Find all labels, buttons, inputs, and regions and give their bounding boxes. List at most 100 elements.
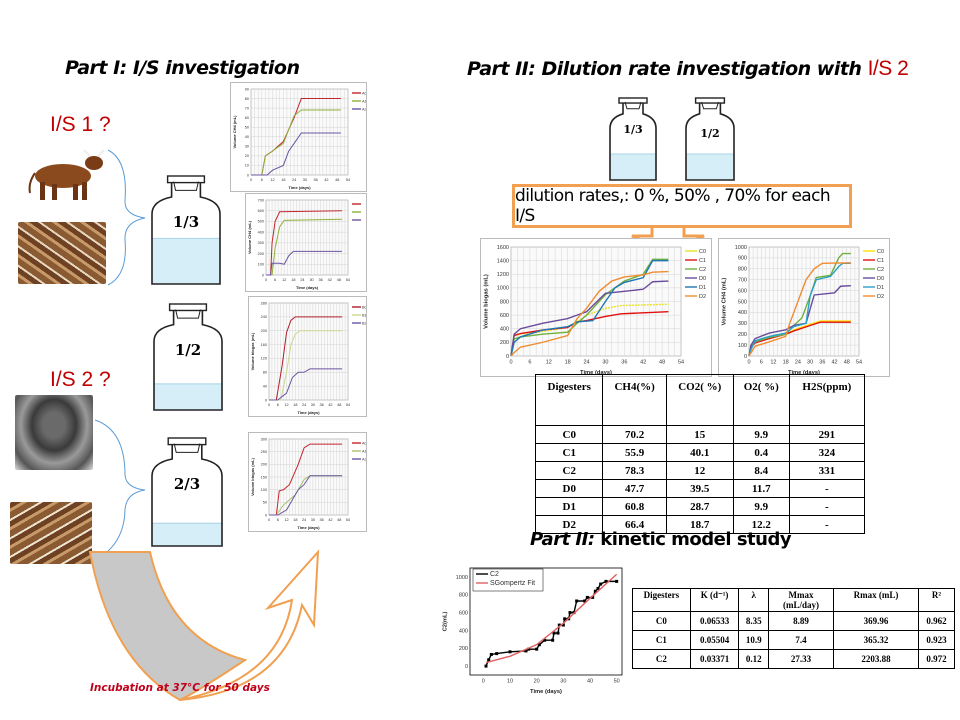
y-tick-label: 280 — [261, 301, 267, 305]
table-row: D1 60.8 28.7 9.9- — [534, 497, 866, 516]
table-cell: 12.2 — [732, 515, 790, 534]
bottle-label: 1/2 — [700, 127, 720, 140]
bottle-icon — [153, 303, 223, 411]
curved-arrow-tail — [88, 551, 248, 702]
x-tick-label: 18 — [291, 278, 295, 282]
y-tick-label: 0 — [506, 354, 509, 360]
table-cell: C2 — [534, 461, 604, 480]
y-tick-label: 1000 — [497, 286, 509, 292]
data-point — [487, 658, 491, 662]
y-tick-label: 700 — [258, 198, 264, 202]
x-axis-label: Time (days) — [788, 370, 820, 376]
col-header: H2S(ppm) — [788, 374, 866, 426]
data-point — [484, 664, 488, 668]
bottle-stopper — [694, 97, 726, 104]
legend-label: D0 — [699, 276, 706, 282]
bottle-1-2: 1/2 — [152, 303, 224, 411]
x-tick-label: 0 — [265, 278, 267, 282]
y-tick-label: 70 — [245, 106, 249, 110]
x-tick-label: 18 — [281, 178, 285, 182]
x-tick-label: 54 — [856, 360, 862, 366]
chart-dilution-biogas: 0 6 12 18 24 30 36 42 48 54 0 200 400 600 800 1000 1200 1… — [480, 238, 712, 377]
gas-composition-table: Digesters CH4(%) CO2( %) O2( %) H2S(ppm)… — [534, 374, 866, 534]
y-tick-label: 200 — [261, 463, 267, 467]
table-cell: 10.9 — [738, 630, 770, 650]
x-tick-label: 40 — [587, 679, 593, 685]
x-tick-label: 30 — [560, 679, 566, 685]
table-cell: 331 — [788, 461, 866, 480]
bottle-outline — [685, 102, 735, 181]
table-cell: 70.2 — [602, 425, 667, 444]
x-axis-label: Time (days) — [530, 689, 562, 695]
incubation-text: Incubation at 37°C for 50 days — [90, 682, 270, 694]
x-tick-label: 6 — [528, 360, 531, 366]
table-cell: C0 — [632, 611, 691, 631]
chart-svg: 0 6 12 18 24 30 36 42 48 54 0 100 200 300 400 500 600 700… — [247, 198, 361, 290]
legend-label: D2 — [699, 294, 706, 300]
part3-title-rest: kinetic model study — [594, 529, 792, 550]
table-cell: 365.32 — [833, 630, 920, 650]
series-line-D0 — [748, 284, 851, 357]
data-point — [604, 579, 608, 583]
table-cell: 324 — [788, 443, 866, 462]
x-tick-label: 30 — [311, 403, 315, 407]
y-tick-label: 50 — [245, 125, 249, 129]
x-tick-label: 12 — [546, 360, 552, 366]
y-tick-label: 0 — [465, 664, 468, 670]
series-line-A2 — [269, 475, 343, 516]
table-cell: 8.4 — [732, 461, 790, 480]
data-point — [596, 587, 600, 591]
table-cell: - — [788, 515, 866, 534]
table-cell: 7.4 — [768, 630, 835, 650]
brace-is1 — [107, 149, 146, 286]
legend-label: A2 — [362, 107, 366, 111]
table-cell: C0 — [534, 425, 604, 444]
y-tick-label: 0 — [247, 173, 249, 177]
table-cell: 78.3 — [602, 461, 667, 480]
x-tick-label: 42 — [831, 360, 837, 366]
chart-svg: 0 6 12 18 24 30 36 42 48 54 0 10 20 30 40 50 60 70 80 90 Tim… — [232, 87, 366, 190]
legend-label: A2 — [362, 457, 366, 461]
x-tick-label: 36 — [320, 518, 324, 522]
data-point — [551, 638, 555, 642]
bottle-icon — [685, 97, 735, 181]
y-axis-label: Volume biogas (mL) — [484, 274, 490, 329]
table-row: C2 0.03371 0.12 27.33 2203.88 0.972 — [632, 649, 955, 669]
y-tick-label: 60 — [245, 116, 249, 120]
bottle-icon — [151, 175, 221, 285]
plot-area — [469, 567, 623, 676]
x-tick-label: 0 — [482, 679, 485, 685]
table-cell: 15 — [665, 425, 734, 444]
bottle-label: 2/3 — [173, 475, 201, 493]
y-tick-label: 400 — [500, 327, 509, 333]
series-line-A0 — [269, 443, 343, 516]
data-point — [508, 650, 512, 654]
data-point — [585, 595, 589, 599]
table-cell: 0.06533 — [689, 611, 740, 631]
col-header: Digesters — [632, 588, 691, 612]
table-row: C1 0.05504 10.9 7.4 365.32 0.923 — [632, 630, 955, 650]
col-header: O2( %) — [732, 374, 790, 426]
bottle-outline — [151, 181, 221, 285]
series-line-D1 — [510, 259, 669, 357]
legend-box — [472, 568, 544, 592]
y-tick-label: 240 — [261, 315, 267, 319]
x-tick-label: 24 — [302, 518, 306, 522]
x-tick-label: 36 — [320, 403, 324, 407]
x-axis-label: Time (days) — [288, 185, 311, 190]
x-tick-label: 48 — [337, 403, 341, 407]
y-tick-label: 150 — [261, 475, 267, 479]
bottle-stopper — [618, 97, 648, 104]
y-tick-label: 100 — [258, 263, 264, 267]
y-tick-label: 160 — [261, 343, 267, 347]
table-cell: 28.7 — [665, 497, 734, 516]
series-line-D1 — [748, 262, 851, 357]
x-tick-label: 0 — [250, 178, 252, 182]
x-tick-label: 50 — [614, 679, 620, 685]
table-cell: C1 — [534, 443, 604, 462]
y-tick-label: 10 — [245, 164, 249, 168]
x-tick-label: 0 — [268, 403, 270, 407]
table-cell: 66.4 — [602, 515, 667, 534]
legend-label: B2 — [362, 321, 366, 325]
legend-label: B1 — [362, 313, 366, 317]
